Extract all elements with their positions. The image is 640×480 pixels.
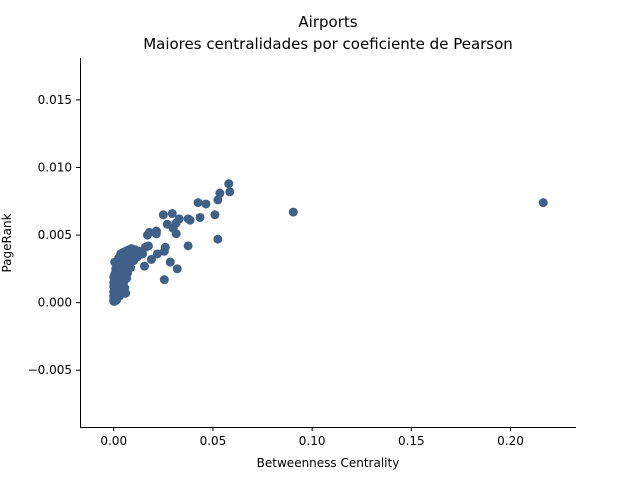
- data-point-25: [151, 226, 161, 236]
- data-point-93: [109, 272, 119, 282]
- data-point-16: [158, 210, 168, 220]
- data-point-10: [213, 234, 223, 244]
- data-point-8: [193, 198, 203, 208]
- chart-subtitle: Maiores centralidades por coeficiente de…: [143, 35, 513, 53]
- x-tick-label-2: 0.10: [299, 434, 326, 448]
- data-point-1: [288, 207, 298, 217]
- data-point-30: [165, 257, 175, 267]
- y-tick-label-4: 0.015: [38, 93, 72, 107]
- x-tick-label-0: 0.00: [100, 434, 127, 448]
- x-axis-label: Betweenness Centrality: [257, 456, 400, 470]
- y-axis-label: PageRank: [0, 213, 14, 272]
- data-point-95: [118, 265, 128, 275]
- data-point-33: [146, 254, 156, 264]
- y-ticks: −0.005 0.000 0.005 0.010 0.015: [28, 93, 80, 377]
- data-point-6: [210, 210, 220, 220]
- y-tick-label-2: 0.005: [38, 228, 72, 242]
- x-tick-label-4: 0.20: [497, 434, 524, 448]
- data-point-23: [152, 249, 162, 259]
- data-point-32: [159, 275, 169, 285]
- data-point-27: [142, 230, 152, 240]
- x-tick-label-1: 0.05: [200, 434, 227, 448]
- y-tick-label-1: 0.000: [38, 296, 72, 310]
- data-point-99: [114, 253, 124, 263]
- data-point-14: [167, 208, 177, 218]
- x-tick-label-3: 0.15: [398, 434, 425, 448]
- data-point-4: [215, 188, 225, 198]
- data-point-9: [195, 212, 205, 222]
- data-point-5: [213, 195, 223, 205]
- data-point-75: [126, 263, 136, 273]
- points-layer: [109, 179, 548, 306]
- data-point-19: [171, 229, 181, 239]
- data-point-7: [201, 199, 211, 209]
- data-point-31: [172, 264, 182, 274]
- data-point-2: [224, 179, 234, 189]
- data-point-22: [160, 242, 170, 252]
- chart-title: Airports: [298, 13, 357, 31]
- data-point-76: [128, 250, 138, 260]
- data-point-20: [183, 241, 193, 251]
- data-point-34: [139, 261, 149, 271]
- data-point-3: [225, 187, 235, 197]
- data-point-71: [121, 288, 131, 298]
- y-tick-label-3: 0.010: [38, 160, 72, 174]
- data-point-12: [183, 214, 193, 224]
- data-point-92: [112, 295, 122, 305]
- data-point-0: [538, 198, 548, 208]
- x-ticks: 0.00 0.05 0.10 0.15 0.20: [100, 427, 524, 448]
- y-tick-label-0: −0.005: [28, 363, 72, 377]
